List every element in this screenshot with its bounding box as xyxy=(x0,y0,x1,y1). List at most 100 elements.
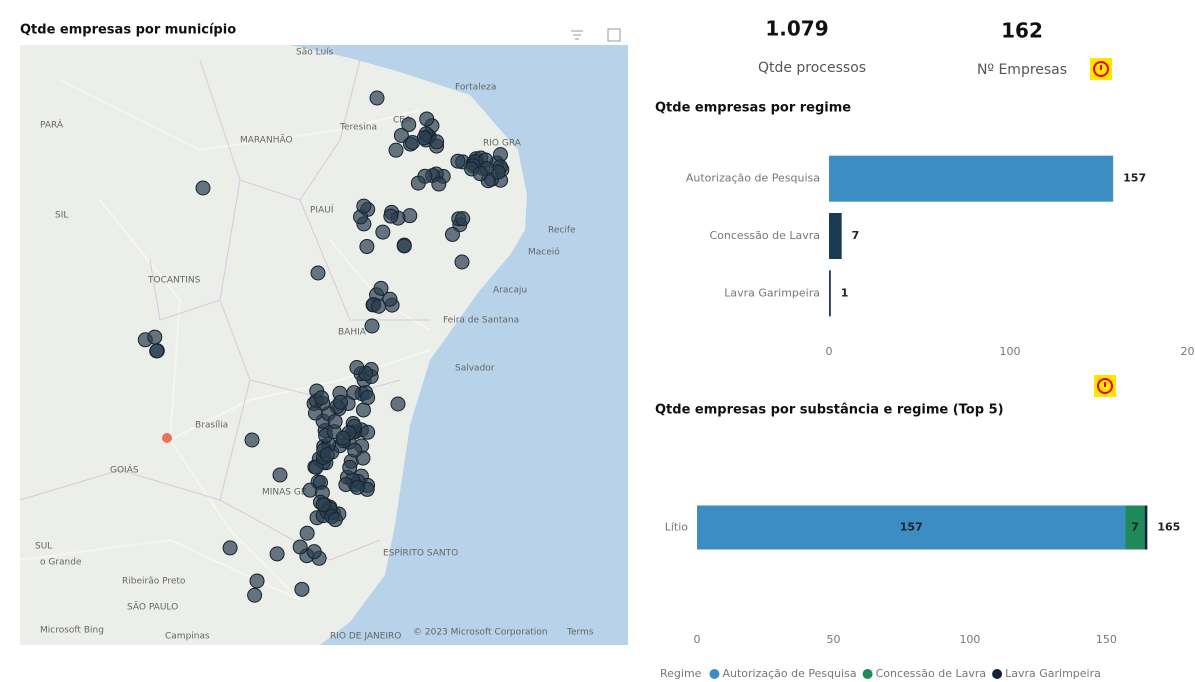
location-dot xyxy=(349,360,365,376)
location-dot xyxy=(369,90,385,106)
location-dot xyxy=(292,539,308,555)
place-label: PIAUÍ xyxy=(310,204,334,216)
chart-title: Qtde empresas por substância e regime (T… xyxy=(655,403,1004,418)
location-dot xyxy=(416,130,432,146)
location-dot xyxy=(249,573,265,589)
place-label: São Luís xyxy=(296,48,334,58)
location-dot xyxy=(360,390,376,406)
x-tick-label: 200 xyxy=(1181,345,1195,358)
location-dot xyxy=(310,265,326,281)
location-dot xyxy=(359,239,375,255)
y-tick-label: Concessão de Lavra xyxy=(709,229,820,242)
location-dot xyxy=(347,442,363,458)
warning-icon[interactable] xyxy=(1094,375,1116,397)
data-label: 157 xyxy=(1123,172,1146,185)
location-dot xyxy=(349,479,365,495)
capital-dot xyxy=(162,433,172,443)
place-label: Salvador xyxy=(455,364,495,374)
map-title: Qtde empresas por município xyxy=(20,23,236,38)
location-dot xyxy=(455,211,471,227)
y-tick-label: Autorização de Pesquisa xyxy=(686,172,820,185)
bar-segment xyxy=(697,505,1126,550)
warning-icon[interactable] xyxy=(1090,58,1112,80)
location-dot xyxy=(419,111,435,127)
data-label: 157 xyxy=(900,521,923,534)
place-label: SÃO PAULO xyxy=(127,602,178,613)
place-label: MINAS GE xyxy=(262,488,307,498)
location-dot xyxy=(327,512,343,528)
place-label: Maceió xyxy=(528,247,560,258)
location-dot xyxy=(247,587,263,603)
location-dot xyxy=(454,254,470,270)
location-dot xyxy=(383,208,399,224)
location-dot xyxy=(314,390,330,406)
place-label: PARÁ xyxy=(40,119,64,131)
map-logo: Microsoft Bing xyxy=(40,626,104,636)
location-dot xyxy=(342,459,358,475)
map[interactable]: São LuísFortalezaPARÁMARANHÃOTeresinaCEA… xyxy=(20,45,628,645)
place-label: SUL xyxy=(35,542,52,552)
kpi-cards: 1.079 Qtde processos 162 Nº Empresas xyxy=(758,17,1116,397)
x-tick-label: 100 xyxy=(1000,345,1021,358)
place-label: Fortaleza xyxy=(455,83,496,93)
location-dot xyxy=(327,413,343,429)
location-dot xyxy=(410,175,426,191)
location-dot xyxy=(147,329,163,345)
legend-swatch xyxy=(992,669,1003,679)
location-dot xyxy=(306,544,322,560)
data-label: 1 xyxy=(841,286,849,299)
location-dot xyxy=(364,318,380,334)
kpi-label: Qtde processos xyxy=(758,60,866,76)
location-dot xyxy=(444,226,460,242)
place-label: o Grande xyxy=(40,558,82,568)
location-dot xyxy=(307,405,323,421)
location-dot xyxy=(431,176,447,192)
kpi-label: Nº Empresas xyxy=(977,62,1067,78)
place-label: Teresina xyxy=(339,123,377,133)
location-dot xyxy=(195,180,211,196)
bar xyxy=(829,213,842,259)
location-dot xyxy=(360,424,376,440)
x-tick-label: 0 xyxy=(826,345,833,358)
place-label: Recife xyxy=(548,226,576,236)
bar-segment xyxy=(1144,505,1148,550)
y-tick-label: Lítio xyxy=(665,521,689,534)
x-tick-label: 50 xyxy=(826,633,840,646)
place-label: GOIÁS xyxy=(110,464,139,476)
place-label: Aracaju xyxy=(493,286,527,296)
location-dot xyxy=(396,238,412,254)
legend-swatch xyxy=(709,669,720,679)
filter-icon[interactable] xyxy=(571,30,583,40)
place-label: TOCANTINS xyxy=(147,276,201,286)
place-label: RIO GRA xyxy=(483,139,522,149)
focus-icon[interactable] xyxy=(607,28,621,42)
location-dot xyxy=(355,402,371,418)
total-label: 165 xyxy=(1157,521,1180,534)
bar xyxy=(829,270,831,317)
location-dot xyxy=(382,291,398,307)
place-label: BAHIA xyxy=(338,328,367,338)
location-dot xyxy=(371,298,387,314)
location-dot xyxy=(302,482,318,498)
location-dot xyxy=(450,153,466,169)
place-label: ESPÍRITO SANTO xyxy=(383,547,458,559)
location-dot xyxy=(472,166,488,182)
location-dot xyxy=(315,497,331,513)
location-dot xyxy=(390,396,406,412)
map-terms[interactable]: Terms xyxy=(566,628,594,638)
location-dot xyxy=(294,581,310,597)
location-dot xyxy=(299,525,315,541)
location-dot xyxy=(222,540,238,556)
legend-swatch xyxy=(862,669,873,679)
location-dot xyxy=(272,467,288,483)
x-tick-label: 0 xyxy=(694,633,701,646)
location-dot xyxy=(269,546,285,562)
location-dot xyxy=(319,447,335,463)
legend-title: Regime xyxy=(660,667,702,680)
map-toolbar[interactable] xyxy=(571,28,621,42)
place-label: Ribeirão Preto xyxy=(122,577,186,587)
location-dot xyxy=(401,117,417,133)
location-dot xyxy=(373,280,389,296)
location-dot xyxy=(335,430,351,446)
